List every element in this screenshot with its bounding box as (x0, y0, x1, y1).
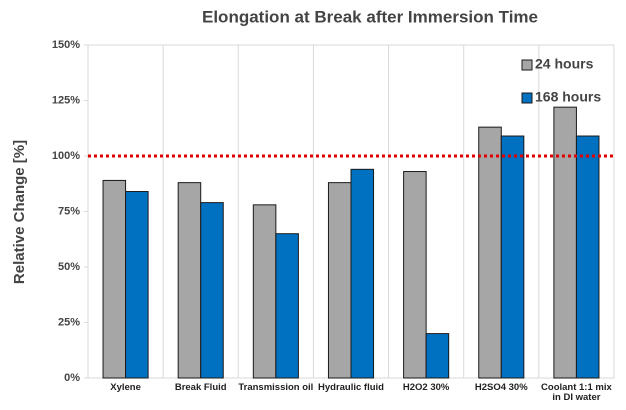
bar (350, 168, 375, 379)
bar (500, 135, 525, 379)
y-tick-label: 100% (52, 150, 80, 162)
chart-title: Elongation at Break after Immersion Time (202, 7, 538, 26)
bar (478, 126, 502, 379)
x-tick-label: H2SO4 30% (474, 382, 528, 393)
bar (403, 171, 427, 379)
x-tick-label: Transmission oil (238, 382, 314, 393)
x-tick-label: H2O2 30% (402, 382, 450, 393)
y-tick-label: 25% (58, 316, 80, 328)
x-tick-label: Coolant 1:1 mix in DI water (541, 382, 612, 403)
bar (177, 182, 202, 379)
legend-label: 168 hours (535, 89, 601, 105)
bar (575, 135, 600, 379)
y-axis-label: Relative Change [%] (11, 140, 28, 284)
bar (425, 333, 450, 379)
legend-swatch (521, 59, 533, 71)
legend-swatch (521, 92, 533, 104)
bar (553, 106, 577, 379)
y-tick-label: 150% (52, 39, 80, 51)
y-tick-label: 75% (58, 205, 80, 217)
legend-label: 24 hours (535, 56, 594, 72)
x-tick-label: Xylene (110, 382, 141, 393)
y-tick-label: 125% (52, 94, 80, 106)
bar (275, 233, 299, 379)
bar (102, 179, 127, 379)
bar (125, 191, 149, 379)
x-tick-label: Break Fluid (174, 382, 227, 393)
y-tick-label: 0% (64, 372, 80, 384)
bar (200, 202, 224, 379)
x-tick-label: Hydraulic fluid (318, 382, 384, 393)
y-tick-label: 50% (58, 261, 80, 273)
bar (252, 204, 277, 379)
bar (327, 182, 352, 379)
